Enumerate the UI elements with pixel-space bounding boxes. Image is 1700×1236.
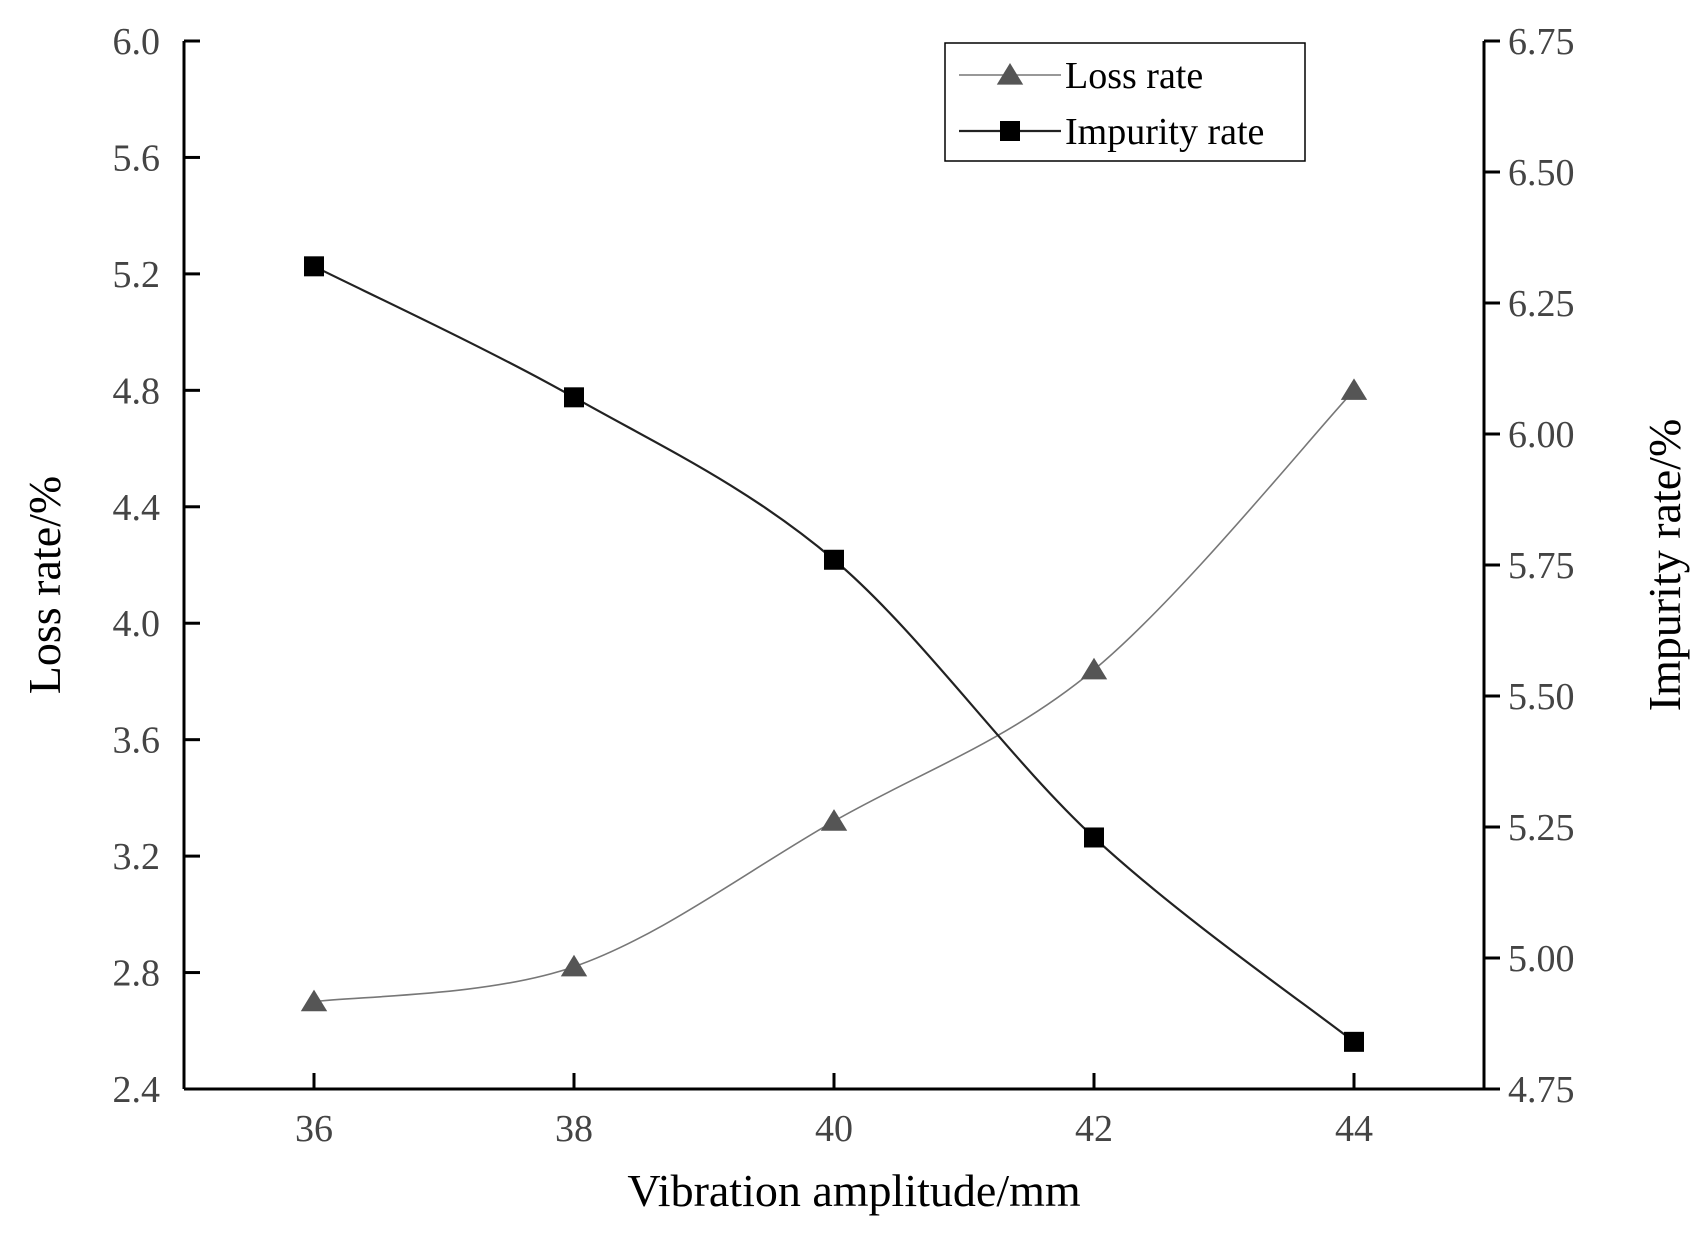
legend-box: [944, 42, 1306, 162]
legend: Loss rate Impurity rate: [944, 42, 1306, 162]
loss-rate-point: [820, 809, 848, 831]
right-tick-label: 5.00: [1508, 938, 1575, 980]
left-tick-label: 3.6: [113, 720, 161, 762]
right-tick-label: 6.00: [1508, 414, 1575, 456]
right-tick-label: 5.25: [1508, 807, 1575, 849]
loss-rate-point: [560, 954, 588, 977]
legend-loss-rate-label: Loss rate: [1065, 55, 1203, 97]
axes: 2.4 2.8 3.2 3.6 4.0 4.4 4.8 5.2 5.6 6.0 4.75 5.00 5.…: [19, 21, 1690, 1216]
legend-impurity-rate-label: Impurity rate: [1065, 111, 1264, 153]
x-tick-label: 42: [1075, 1108, 1113, 1150]
right-tick-label: 6.25: [1508, 283, 1575, 325]
right-tick-label: 5.50: [1508, 676, 1575, 718]
x-tick-label: 36: [295, 1108, 333, 1150]
impurity-rate-point: [564, 387, 584, 408]
loss-rate-point: [1340, 378, 1368, 400]
left-tick-label: 4.0: [113, 603, 161, 645]
loss-rate-point: [1080, 657, 1108, 680]
impurity-rate-point: [1084, 827, 1104, 848]
legend-impurity-rate-marker: [1000, 121, 1020, 141]
left-tick-label: 4.4: [113, 487, 161, 529]
left-tick-label: 6.0: [113, 21, 161, 63]
x-tick-label: 40: [815, 1108, 853, 1150]
left-axis-title: Loss rate/%: [19, 476, 70, 694]
loss-rate-point: [300, 989, 328, 1012]
impurity-rate-point: [1344, 1031, 1364, 1052]
x-tick-label: 38: [555, 1108, 593, 1150]
left-tick-label: 3.2: [113, 836, 161, 878]
right-tick-label: 4.75: [1508, 1069, 1575, 1111]
x-tick-label: 44: [1335, 1108, 1373, 1150]
x-axis-title: Vibration amplitude/mm: [627, 1165, 1081, 1216]
left-tick-label: 2.4: [113, 1069, 161, 1111]
left-tick-label: 4.8: [113, 370, 161, 412]
series-layer: [300, 256, 1368, 1052]
loss-rate-line: [313, 389, 1355, 1003]
right-tick-label: 6.50: [1508, 152, 1575, 194]
right-tick-label: 6.75: [1508, 21, 1575, 63]
left-tick-label: 2.8: [113, 953, 161, 995]
legend-loss-rate-marker: [996, 63, 1024, 85]
impurity-rate-point: [304, 256, 324, 277]
impurity-rate-point: [824, 549, 844, 570]
impurity-rate-line: [313, 265, 1355, 1043]
left-tick-label: 5.6: [113, 137, 161, 179]
right-tick-label: 5.75: [1508, 545, 1575, 587]
left-tick-label: 5.2: [113, 254, 161, 296]
right-axis-title: Impurity rate/%: [1639, 419, 1690, 712]
